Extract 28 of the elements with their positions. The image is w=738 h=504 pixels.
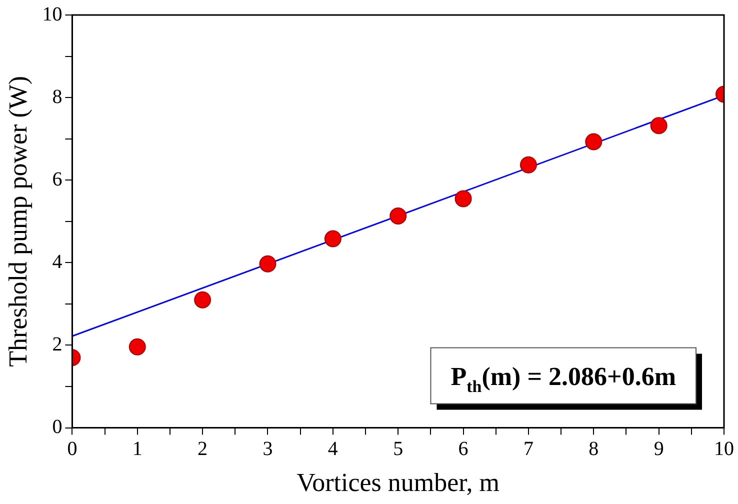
x-tick-label: 4 [328, 438, 338, 460]
x-tick-label: 2 [198, 438, 208, 460]
y-tick-label: 2 [52, 333, 62, 356]
x-tick-label: 3 [262, 438, 273, 460]
x-tick-label: 1 [132, 438, 142, 460]
x-tick-label: 5 [393, 438, 404, 460]
point [390, 208, 407, 225]
point [324, 230, 342, 248]
point [194, 291, 212, 308]
y-axis-title: Threshold pump power (W) [3, 76, 32, 367]
x-tick-label: 8 [588, 438, 599, 460]
point [259, 255, 276, 272]
y-tick-label: 8 [52, 86, 62, 108]
y-tick-label: 6 [52, 168, 62, 190]
x-axis-title: Vortices number, m [296, 468, 500, 498]
y-tick-label: 0 [52, 416, 62, 438]
y-tick-label: 10 [42, 3, 62, 26]
x-tick-label: 9 [654, 438, 664, 460]
point [128, 338, 146, 356]
x-tick-label: 0 [67, 438, 78, 460]
point [585, 133, 602, 150]
point [520, 156, 537, 174]
point [650, 117, 668, 134]
point [454, 190, 472, 208]
y-tick-label: 4 [52, 250, 62, 273]
x-tick-label: 10 [714, 438, 734, 460]
x-tick-label: 6 [458, 438, 468, 460]
x-tick-label: 7 [523, 438, 534, 460]
